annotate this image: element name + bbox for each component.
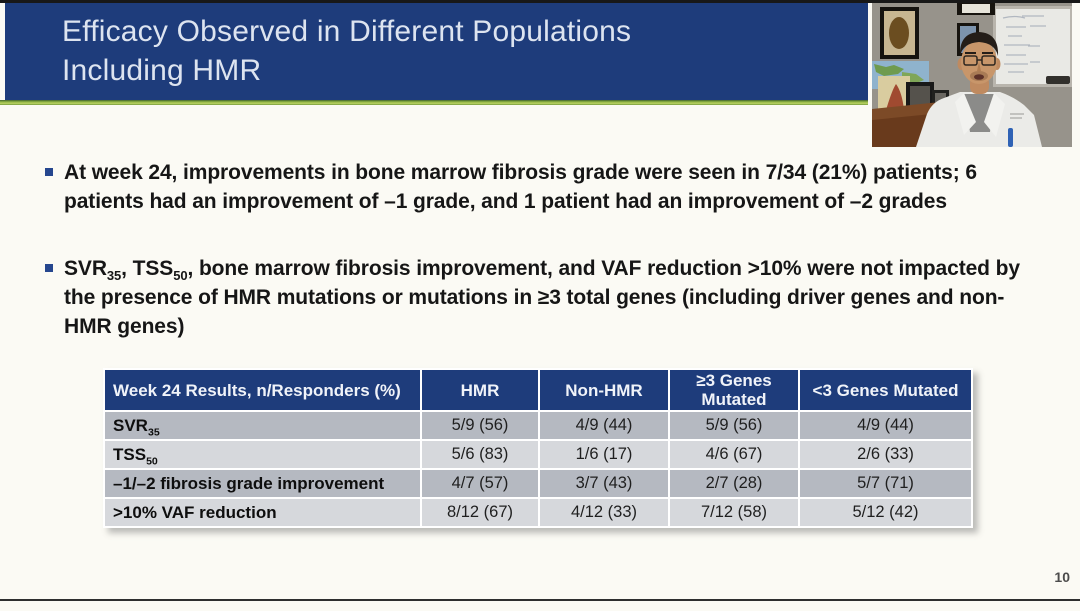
cell-value: 4/9 (44)	[540, 412, 668, 439]
cell-value: 8/12 (67)	[422, 499, 538, 526]
table-header-row: Week 24 Results, n/Responders (%) HMR No…	[105, 370, 971, 410]
column-header-hmr: HMR	[422, 370, 538, 410]
row-label: TSS50	[105, 441, 420, 468]
title-accent-line	[0, 100, 868, 105]
column-header-results: Week 24 Results, n/Responders (%)	[105, 370, 420, 410]
cell-value: 7/12 (58)	[670, 499, 798, 526]
video-frame-bottom-border	[0, 599, 1080, 601]
column-header-lt3-genes: <3 Genes Mutated	[800, 370, 971, 410]
row-label: SVR35	[105, 412, 420, 439]
table-row-tss50: TSS50 5/6 (83) 1/6 (17) 4/6 (67) 2/6 (33…	[105, 441, 971, 468]
cell-value: 4/12 (33)	[540, 499, 668, 526]
presenter-webcam-illustration	[872, 2, 1072, 147]
cell-value: 2/7 (28)	[670, 470, 798, 497]
bullet-item-1: At week 24, improvements in bone marrow …	[45, 158, 1023, 216]
row-label: >10% VAF reduction	[105, 499, 420, 526]
slide-title-line1: Efficacy Observed in Different Populatio…	[62, 15, 632, 48]
column-header-ge3-genes: ≥3 Genes Mutated	[670, 370, 798, 410]
table-row-svr35: SVR35 5/9 (56) 4/9 (44) 5/9 (56) 4/9 (44…	[105, 412, 971, 439]
cell-value: 4/6 (67)	[670, 441, 798, 468]
bullet-2-text: SVR35, TSS50, bone marrow fibrosis impro…	[64, 257, 1020, 338]
cell-value: 3/7 (43)	[540, 470, 668, 497]
cell-value: 5/12 (42)	[800, 499, 971, 526]
bullet-1-text: At week 24, improvements in bone marrow …	[64, 161, 977, 213]
bullet-square-icon	[45, 168, 53, 176]
cell-value: 2/6 (33)	[800, 441, 971, 468]
bullet-square-icon	[45, 264, 53, 272]
cell-value: 4/9 (44)	[800, 412, 971, 439]
slide-title-line2: Including HMR	[62, 54, 262, 87]
table-row-fibrosis-improvement: –1/–2 fibrosis grade improvement 4/7 (57…	[105, 470, 971, 497]
pocket-pen	[1008, 128, 1013, 147]
presenter-figure	[916, 32, 1042, 147]
row-label: –1/–2 fibrosis grade improvement	[105, 470, 420, 497]
bullet-item-2: SVR35, TSS50, bone marrow fibrosis impro…	[45, 254, 1023, 341]
slide-title-bar: Efficacy Observed in Different Populatio…	[5, 3, 868, 100]
cell-value: 5/7 (71)	[800, 470, 971, 497]
presenter-webcam	[872, 2, 1072, 147]
cell-value: 5/9 (56)	[670, 412, 798, 439]
cell-value: 1/6 (17)	[540, 441, 668, 468]
cell-value: 4/7 (57)	[422, 470, 538, 497]
column-header-non-hmr: Non-HMR	[540, 370, 668, 410]
cell-value: 5/6 (83)	[422, 441, 538, 468]
whiteboard	[993, 6, 1072, 87]
slide-page-number: 10	[1054, 569, 1070, 585]
cell-value: 5/9 (56)	[422, 412, 538, 439]
whiteboard-marker-tray	[1046, 76, 1070, 84]
slide-title: Efficacy Observed in Different Populatio…	[5, 3, 868, 90]
video-frame-top-border	[0, 0, 1080, 3]
table-row-vaf-reduction: >10% VAF reduction 8/12 (67) 4/12 (33) 7…	[105, 499, 971, 526]
week24-results-table: Week 24 Results, n/Responders (%) HMR No…	[103, 368, 973, 528]
